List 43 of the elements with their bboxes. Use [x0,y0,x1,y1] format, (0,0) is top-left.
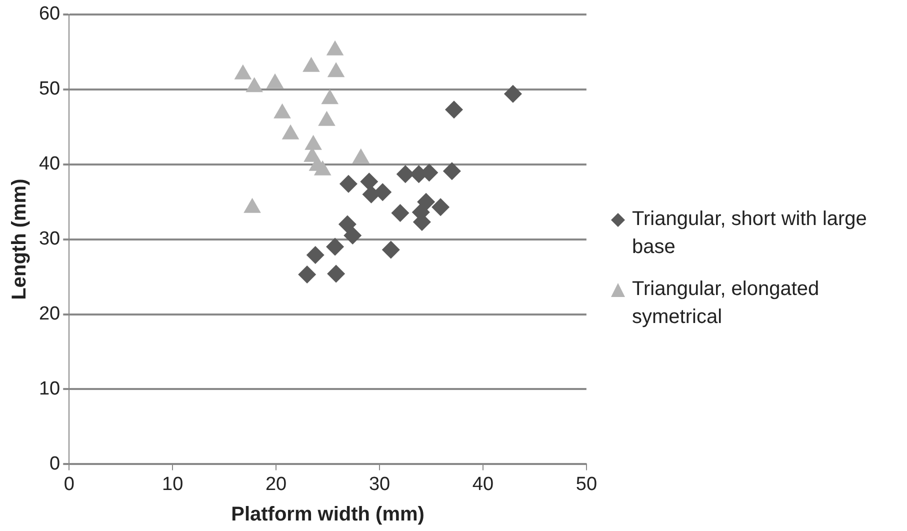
point [344,226,362,245]
point [327,62,345,78]
point [321,89,339,104]
point [352,148,370,164]
y-tick-label: 10 [38,378,60,400]
point [326,238,344,256]
x-tick-label: 10 [162,474,184,495]
point [302,56,320,72]
y-tick-label: 20 [38,304,60,324]
point [339,174,358,193]
point [234,64,252,80]
point [318,110,336,126]
legend-label: Triangular, elongated symetrical [632,277,820,330]
point [274,103,291,118]
y-tick-label: 40 [38,154,60,175]
point [391,204,410,222]
point [338,215,356,234]
point [246,77,263,92]
point [442,162,461,180]
x-tick-label: 40 [472,474,494,495]
x-tick-label: 20 [265,474,287,495]
point [396,165,414,184]
point [266,73,284,88]
point [360,172,378,191]
x-tick-label: 50 [576,474,598,495]
point [327,264,346,283]
y-tick-label: 30 [38,228,60,250]
x-tick-label: 0 [64,474,74,495]
point [298,266,316,284]
point [432,198,450,216]
y-tick-label: 60 [38,4,60,25]
point [306,246,324,264]
x-axis-title: Platform width (mm) [231,504,424,526]
legend-label: Triangular, short with large base [632,207,868,260]
point [374,183,392,202]
x-tick-label: 30 [368,474,390,495]
y-tick-label: 50 [38,78,60,100]
point [326,40,344,56]
y-axis-title: Length (mm) [8,178,31,300]
point [282,124,300,140]
point [304,134,322,150]
point [382,240,400,259]
y-tick-label: 0 [50,453,60,474]
